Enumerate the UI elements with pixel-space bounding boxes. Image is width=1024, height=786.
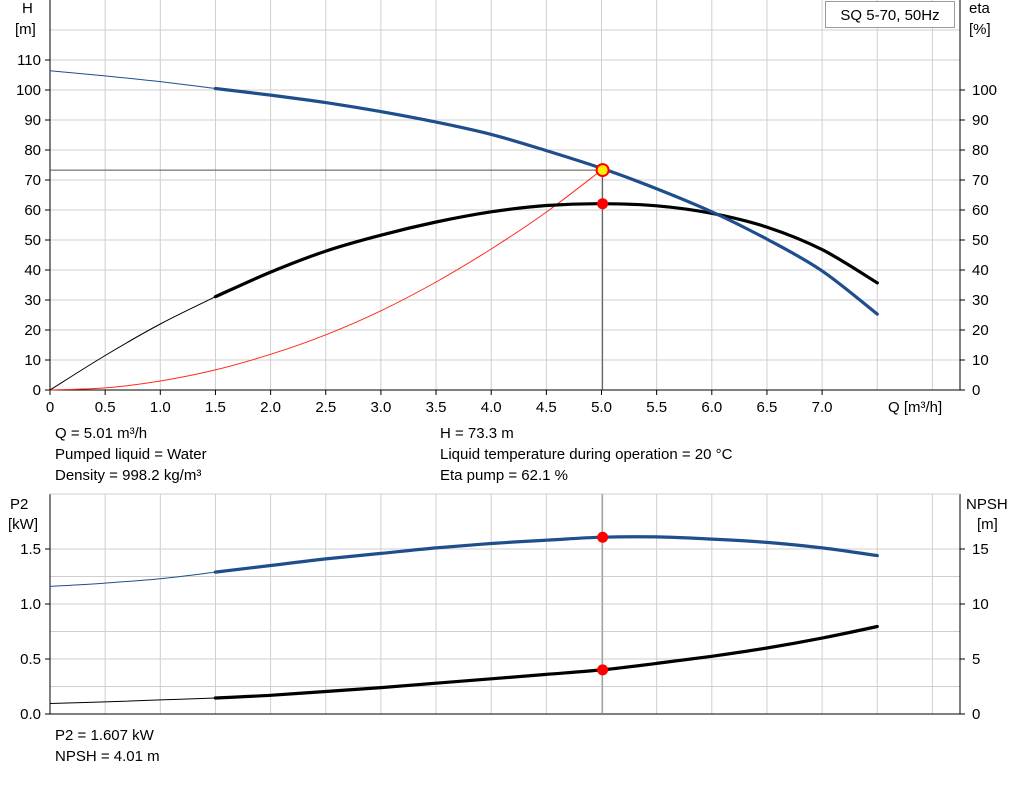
y-tick-label-left: 100 xyxy=(16,82,41,99)
y-axis-label-left-name: P2 xyxy=(10,496,28,513)
x-tick-label: 6.5 xyxy=(757,399,778,416)
npsh-curve xyxy=(213,624,879,700)
x-tick-label: 2.0 xyxy=(260,399,281,416)
y-tick-label-left: 1.5 xyxy=(20,541,41,558)
y-tick-label-right: 10 xyxy=(972,596,989,613)
y-tick-label-right: 90 xyxy=(972,112,989,129)
y-axis-label-right-unit: [%] xyxy=(969,21,991,38)
y-axis-label-left-unit: [m] xyxy=(15,21,36,38)
chart-title-box: SQ 5-70, 50Hz xyxy=(825,1,955,28)
power-curve-extrapolated xyxy=(49,571,216,587)
x-tick-label: 5.5 xyxy=(646,399,667,416)
x-tick-label: 5.0 xyxy=(591,399,612,416)
x-tick-label: 4.5 xyxy=(536,399,557,416)
head-curve xyxy=(213,86,879,316)
x-tick-label: 3.0 xyxy=(370,399,391,416)
y-tick-label-left: 70 xyxy=(24,172,41,189)
info-liquid: Pumped liquid = Water xyxy=(55,446,207,463)
y-axis-label-right-unit: [m] xyxy=(977,516,998,533)
power-curve xyxy=(213,535,879,574)
y-tick-label-right: 20 xyxy=(972,322,989,339)
efficiency-curve-extrapolated xyxy=(49,296,216,391)
y-tick-label-right: 40 xyxy=(972,262,989,279)
y-tick-label-right: 60 xyxy=(972,202,989,219)
y-tick-label-left: 110 xyxy=(17,52,41,69)
y-tick-label-left: 30 xyxy=(24,292,41,309)
info-h: H = 73.3 m xyxy=(440,425,514,442)
x-tick-label: 0 xyxy=(46,399,54,416)
head-curve-extrapolated xyxy=(49,70,216,89)
info-block-right: H = 73.3 m Liquid temperature during ope… xyxy=(440,423,732,486)
y-tick-label-right: 0 xyxy=(972,706,980,723)
system-curve xyxy=(49,169,602,391)
y-tick-label-right: 5 xyxy=(972,651,980,668)
y-tick-label-right: 50 xyxy=(972,232,989,249)
y-tick-label-left: 80 xyxy=(24,142,41,159)
head-operating-point xyxy=(595,163,610,178)
x-tick-label: 3.5 xyxy=(426,399,447,416)
info-npsh: NPSH = 4.01 m xyxy=(55,748,160,765)
efficiency-curve xyxy=(213,202,879,299)
y-tick-label-left: 40 xyxy=(24,262,41,279)
info-density: Density = 998.2 kg/m³ xyxy=(55,467,202,484)
y-tick-label-right: 100 xyxy=(972,82,997,99)
y-axis-label-left-name: H xyxy=(22,0,33,17)
x-axis-label: Q [m³/h] xyxy=(888,399,942,416)
eta-operating-point xyxy=(597,198,609,210)
info-block-left: Q = 5.01 m³/h Pumped liquid = Water Dens… xyxy=(55,423,207,486)
x-tick-label: 1.5 xyxy=(205,399,226,416)
y-axis-label-right-name: NPSH xyxy=(966,496,1008,513)
x-tick-label: 4.0 xyxy=(481,399,502,416)
x-tick-label: 7.0 xyxy=(812,399,833,416)
y-tick-label-left: 1.0 xyxy=(20,596,41,613)
y-tick-label-right: 80 xyxy=(972,142,989,159)
y-tick-label-left: 0 xyxy=(33,382,41,399)
y-tick-label-left: 0.0 xyxy=(20,706,41,723)
info-block-bottom: P2 = 1.607 kW NPSH = 4.01 m xyxy=(55,725,160,767)
y-tick-label-right: 10 xyxy=(972,352,989,369)
y-tick-label-right: 0 xyxy=(972,382,980,399)
npsh-curve-extrapolated xyxy=(49,697,216,704)
y-tick-label-right: 15 xyxy=(972,541,989,558)
power-operating-point xyxy=(597,531,609,543)
y-axis-label-left-unit: [kW] xyxy=(8,516,38,533)
y-tick-label-left: 0.5 xyxy=(20,651,41,668)
info-q: Q = 5.01 m³/h xyxy=(55,425,148,442)
y-tick-label-right: 30 xyxy=(972,292,989,309)
info-eta: Eta pump = 62.1 % xyxy=(440,467,568,484)
x-tick-label: 0.5 xyxy=(95,399,116,416)
y-tick-label-right: 70 xyxy=(972,172,989,189)
x-tick-label: 6.0 xyxy=(701,399,722,416)
npsh-operating-point xyxy=(597,664,609,676)
y-tick-label-left: 90 xyxy=(24,112,41,129)
x-tick-label: 2.5 xyxy=(315,399,336,416)
y-axis-label-right-name: eta xyxy=(969,0,991,17)
info-p2: P2 = 1.607 kW xyxy=(55,727,154,744)
y-tick-label-left: 60 xyxy=(24,202,41,219)
info-temp: Liquid temperature during operation = 20… xyxy=(440,446,733,463)
x-tick-label: 1.0 xyxy=(150,399,171,416)
y-tick-label-left: 50 xyxy=(24,232,41,249)
y-tick-label-left: 10 xyxy=(24,352,41,369)
y-tick-label-left: 20 xyxy=(24,322,41,339)
